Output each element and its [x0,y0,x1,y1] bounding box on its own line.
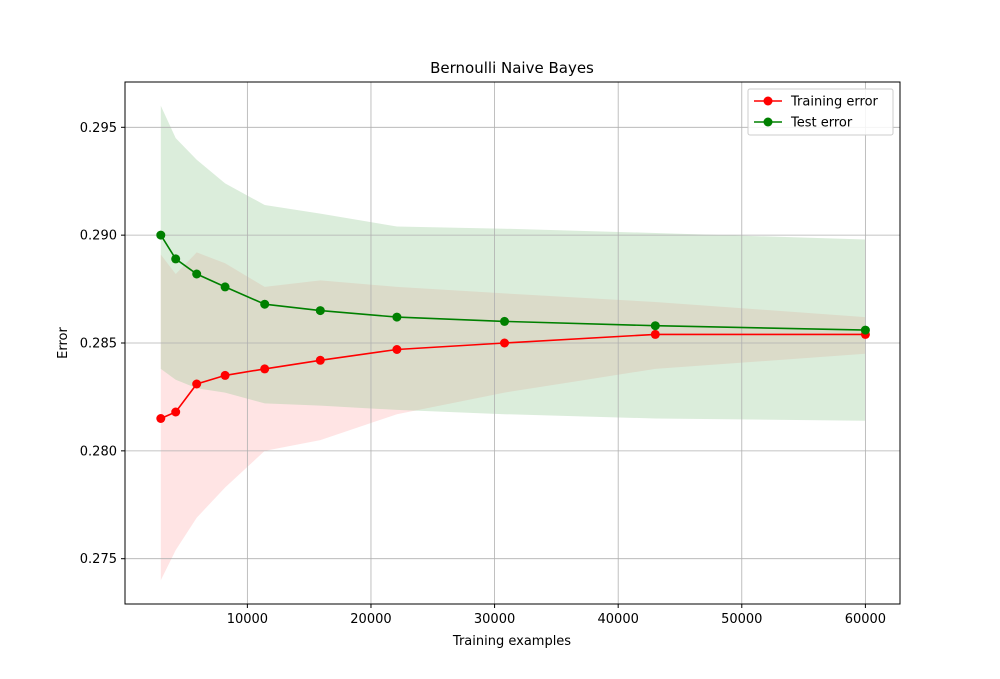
chart-title: Bernoulli Naive Bayes [430,59,594,77]
y-tick-label-0: 0.275 [80,552,117,567]
band-series-1 [160,105,866,421]
y-tick-label-3: 0.290 [80,229,117,244]
series-1-point-8 [650,321,660,331]
x-axis-label: Training examples [452,634,571,649]
axes: 10000 20000 30000 40000 50000 60000 0.275 0.280… [80,81,901,627]
series-0-point-6 [392,345,402,354]
series-line-1 [160,234,866,331]
legend-marker-0 [763,96,773,106]
y-tick-label-2: 0.285 [80,337,117,352]
series-1-point-5 [315,306,325,316]
series-1-point-7 [500,316,509,326]
series-1-point-1 [171,254,181,264]
legend: Training error Test error [747,88,894,136]
series-1-point-3 [220,282,230,292]
series-1-point-6 [392,312,402,322]
legend-label-0: Training error [790,95,879,110]
legend-box [747,88,894,136]
x-tick-label-3: 40000 [598,612,639,627]
series-0-point-7 [500,338,509,348]
series-lines [160,234,866,420]
series-1-point-2 [192,269,202,279]
series-0-point-1 [171,407,181,417]
series-0-point-3 [220,370,230,380]
series-0-point-4 [260,364,270,374]
series-0-point-5 [315,355,325,365]
series-1-point-9 [860,325,870,335]
legend-marker-1 [763,117,773,127]
x-tick-label-5: 60000 [845,612,886,627]
y-axis-label: Error [56,327,71,359]
legend-label-1: Test error [790,116,853,131]
x-tick-label-4: 50000 [721,612,762,627]
series-0-point-2 [192,379,202,389]
series-0-point-8 [650,329,660,339]
series-markers [156,230,870,423]
series-line-0 [160,333,866,420]
x-tick-label-2: 30000 [474,612,515,627]
series-1-point-0 [156,230,166,240]
y-tick-label-1: 0.280 [80,444,117,459]
series-0-point-0 [156,414,166,423]
x-tick-label-0: 10000 [227,612,268,627]
x-tick-label-1: 20000 [350,612,391,627]
series-1-point-4 [260,299,270,309]
y-tick-label-4: 0.295 [80,121,117,136]
